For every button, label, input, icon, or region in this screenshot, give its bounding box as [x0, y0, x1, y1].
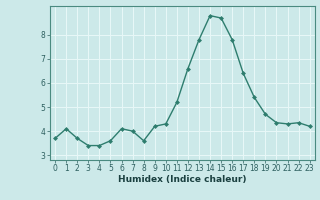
X-axis label: Humidex (Indice chaleur): Humidex (Indice chaleur): [118, 175, 247, 184]
